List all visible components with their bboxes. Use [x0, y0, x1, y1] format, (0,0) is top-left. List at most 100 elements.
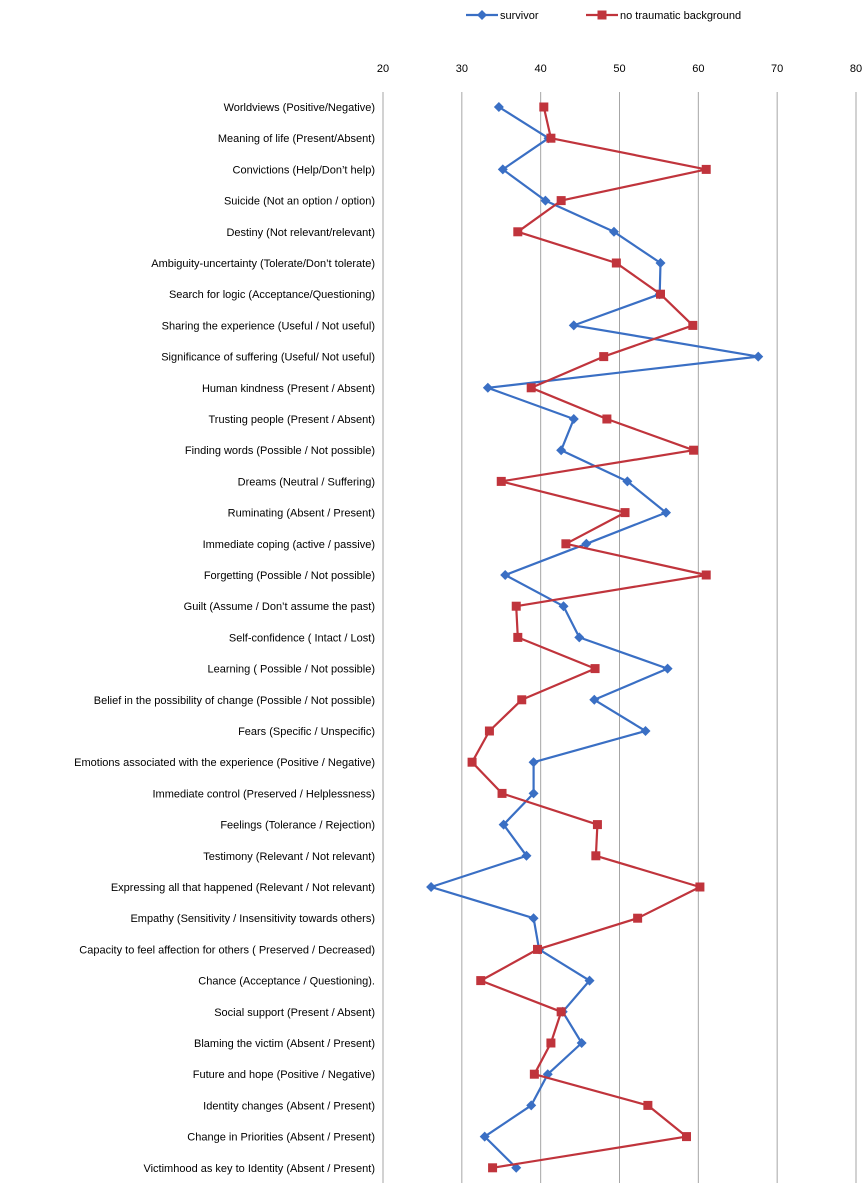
data-point — [695, 882, 705, 892]
data-point — [497, 164, 508, 175]
data-point — [526, 383, 536, 393]
category-label: Blaming the victim (Absent / Present) — [194, 1038, 375, 1050]
series-survivor — [426, 102, 764, 1173]
data-point — [620, 508, 630, 518]
data-point — [622, 476, 633, 487]
data-point — [496, 476, 506, 486]
data-point — [662, 663, 673, 674]
data-point — [608, 226, 619, 237]
data-point — [655, 289, 665, 299]
data-point — [493, 102, 504, 112]
chart-legend: survivor no traumatic background — [466, 10, 741, 22]
data-point — [528, 913, 539, 924]
data-point — [689, 445, 699, 455]
category-label: Capacity to feel affection for others ( … — [79, 944, 375, 956]
data-point — [558, 601, 569, 612]
data-point — [643, 1100, 653, 1110]
category-label: Fears (Specific / Unspecific) — [238, 726, 375, 738]
data-point — [753, 351, 764, 362]
data-point — [540, 195, 551, 206]
x-tick-label: 20 — [377, 63, 389, 75]
data-point — [521, 850, 532, 861]
data-point — [556, 445, 567, 456]
series-line — [471, 106, 708, 1169]
category-label: Worldviews (Positive/Negative) — [224, 102, 375, 114]
data-point — [528, 757, 539, 768]
category-label: Feelings (Tolerance / Rejection) — [220, 820, 375, 832]
data-point — [589, 694, 600, 705]
x-axis-tick-labels: 20 30 40 50 60 70 80 — [377, 63, 862, 75]
x-tick-label: 60 — [692, 63, 704, 75]
data-point — [539, 102, 549, 112]
data-point — [546, 1038, 556, 1048]
data-point — [482, 382, 493, 393]
legend-label: survivor — [500, 10, 539, 22]
data-point — [602, 414, 612, 424]
category-label: Immediate coping (active / passive) — [203, 539, 375, 551]
data-point — [513, 227, 523, 237]
data-point — [701, 164, 711, 174]
category-label: Identity changes (Absent / Present) — [203, 1100, 375, 1112]
data-point — [500, 570, 511, 580]
data-point — [513, 632, 523, 642]
category-label: Belief in the possibility of change (Pos… — [94, 695, 375, 707]
data-point — [701, 570, 711, 580]
data-point — [581, 538, 592, 549]
category-label: Finding words (Possible / Not possible) — [185, 445, 375, 457]
data-point — [590, 664, 600, 674]
category-label: Destiny (Not relevant/relevant) — [226, 227, 375, 239]
category-label: Sharing the experience (Useful / Not use… — [162, 320, 375, 332]
data-point — [561, 539, 571, 549]
category-labels: Worldviews (Positive/Negative) Meaning of… — [74, 102, 375, 1175]
data-point — [556, 1007, 566, 1017]
category-label: Significance of suffering (Useful/ Not u… — [161, 352, 375, 364]
data-point — [591, 851, 601, 861]
data-point — [426, 882, 437, 892]
category-label: Trusting people (Present / Absent) — [208, 414, 375, 426]
category-label: Social support (Present / Absent) — [214, 1007, 375, 1019]
data-point — [528, 788, 539, 799]
series-line — [430, 106, 760, 1169]
legend-label: no traumatic background — [620, 10, 741, 22]
data-point — [633, 913, 643, 923]
category-label: Human kindness (Present / Absent) — [202, 383, 375, 395]
x-tick-label: 70 — [771, 63, 783, 75]
category-label: Immediate control (Preserved / Helplessn… — [152, 788, 375, 800]
legend-marker — [477, 10, 487, 20]
category-label: Emotions associated with the experience … — [74, 757, 375, 769]
category-label: Ruminating (Absent / Present) — [228, 508, 375, 520]
category-label: Dreams (Neutral / Suffering) — [238, 476, 375, 488]
data-point — [476, 976, 486, 986]
data-point — [479, 1131, 490, 1142]
category-label: Search for logic (Acceptance/Questioning… — [169, 289, 375, 301]
data-point — [546, 133, 556, 143]
data-point — [568, 414, 579, 424]
data-point — [526, 1100, 537, 1111]
category-label: Empathy (Sensitivity / Insensitivity tow… — [130, 913, 375, 925]
data-point — [688, 320, 698, 330]
category-label: Suicide (Not an option / option) — [224, 196, 375, 208]
data-point — [640, 726, 651, 736]
category-label: Guilt (Assume / Don’t assume the past) — [184, 601, 375, 613]
data-point — [576, 1038, 587, 1048]
data-point — [556, 196, 566, 206]
category-label: Meaning of life (Present/Absent) — [218, 133, 375, 145]
data-point — [611, 258, 621, 268]
category-label: Convictions (Help/Don’t help) — [233, 164, 375, 176]
data-point — [661, 507, 672, 518]
category-label: Forgetting (Possible / Not possible) — [204, 570, 375, 582]
data-point — [467, 757, 477, 767]
category-label: Ambiguity-uncertainty (Tolerate/Don’t to… — [151, 258, 375, 270]
x-tick-label: 30 — [456, 63, 468, 75]
category-label: Testimony (Relevant / Not relevant) — [203, 851, 375, 863]
data-point — [497, 788, 507, 798]
data-point — [511, 601, 521, 611]
legend-item: survivor — [466, 10, 539, 22]
data-point — [574, 632, 585, 643]
category-label: Change in Priorities (Absent / Present) — [187, 1132, 375, 1144]
data-point — [517, 695, 527, 705]
data-point — [655, 258, 666, 268]
x-tick-label: 80 — [850, 63, 862, 75]
category-label: Future and hope (Positive / Negative) — [193, 1069, 375, 1081]
